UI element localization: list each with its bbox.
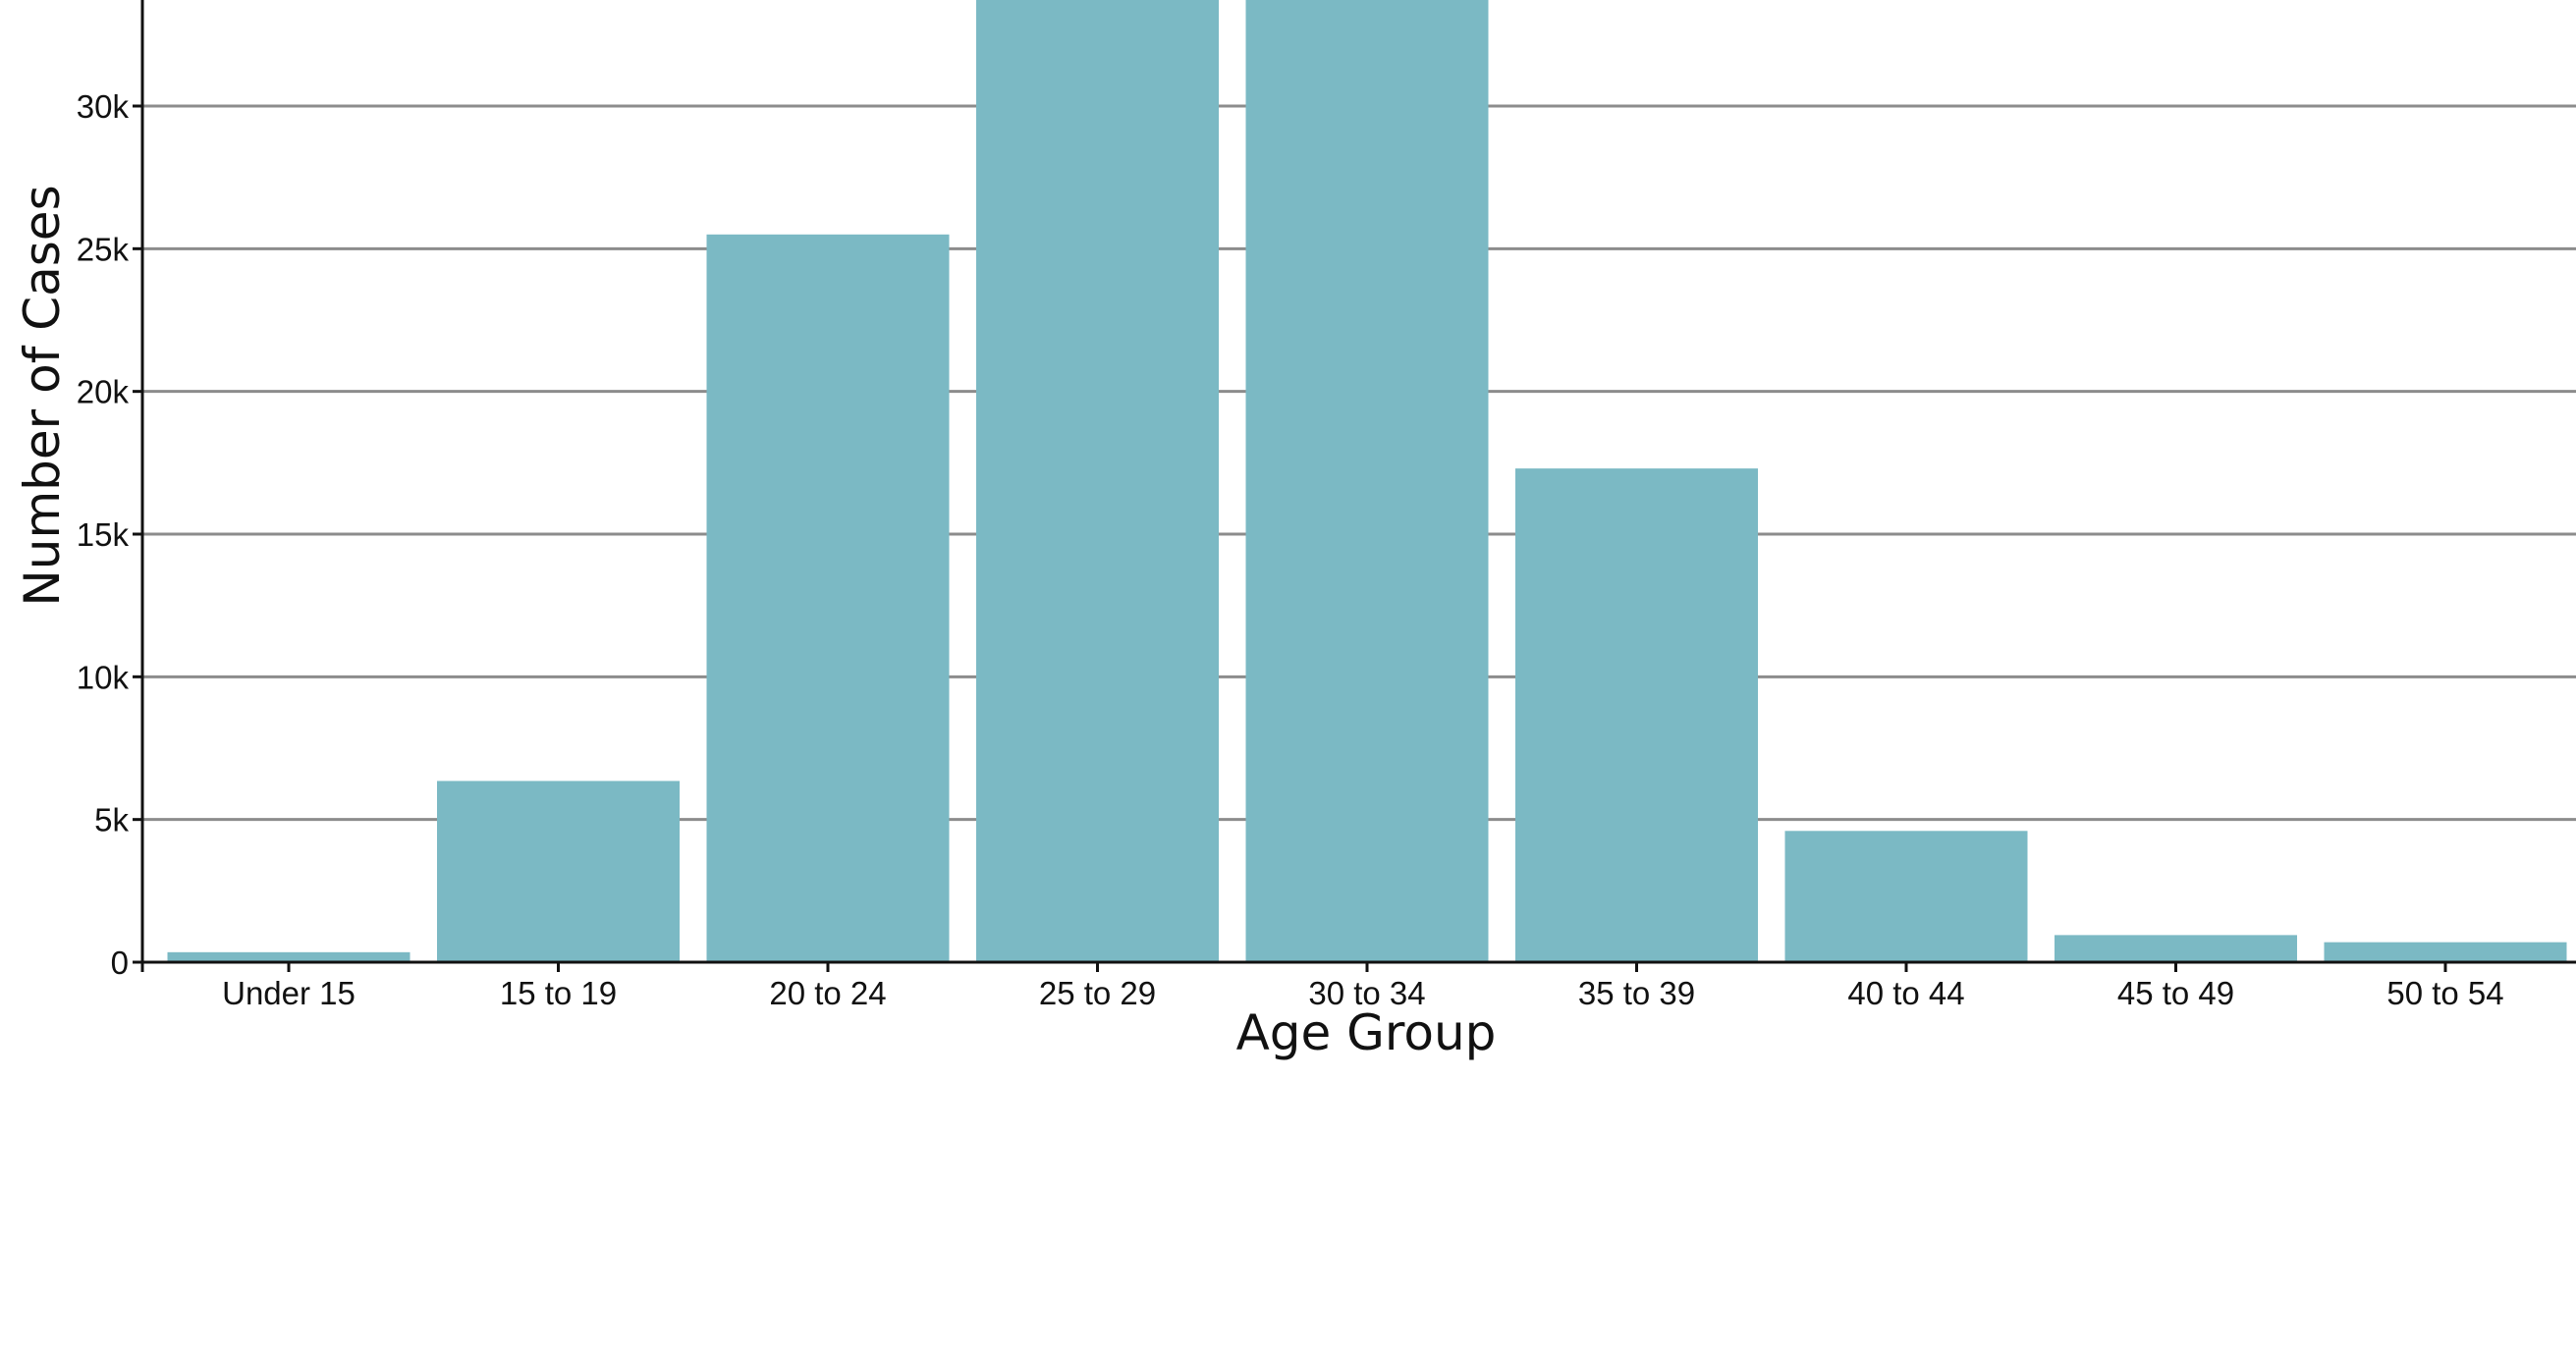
bar-40-to-44 — [1784, 831, 2028, 962]
bar-20-to-24 — [706, 234, 950, 963]
bar-15-to-19 — [437, 781, 680, 962]
y-axis-title: Number of Cases — [14, 185, 71, 606]
bar-50-to-54 — [2324, 942, 2567, 962]
y-tick-label: 30k — [77, 88, 130, 125]
bar-45-to-49 — [2055, 935, 2297, 962]
x-tick-label: 40 to 44 — [1847, 975, 1964, 1011]
x-tick-label: 25 to 29 — [1039, 975, 1156, 1011]
x-tick-label: 30 to 34 — [1308, 975, 1425, 1011]
y-tick-label: 10k — [77, 659, 130, 695]
x-tick-label: 50 to 54 — [2386, 975, 2503, 1011]
bars — [167, 0, 2567, 963]
bar-under-15 — [167, 951, 411, 962]
y-tick-label: 15k — [77, 516, 130, 553]
y-tick-label: 5k — [94, 802, 129, 838]
y-tick-label: 0 — [111, 945, 129, 981]
bar-30-to-34 — [1245, 0, 1489, 962]
x-axis-title: Age Group — [1236, 1004, 1497, 1061]
bar-25-to-29 — [976, 0, 1219, 962]
x-tick-label: 20 to 24 — [769, 975, 886, 1011]
y-tick-label: 25k — [77, 231, 130, 267]
x-tick-label: 15 to 19 — [500, 975, 617, 1011]
x-tick-label: Under 15 — [222, 975, 356, 1011]
y-tick-label: 20k — [77, 374, 130, 410]
bar-35-to-39 — [1515, 468, 1758, 962]
x-tick-label: 35 to 39 — [1578, 975, 1695, 1011]
axes: 0 5k 10k 15k 20k 25k 30k Under 15 15 to 19 20 to … — [77, 0, 2576, 1011]
x-tick-label: 45 to 49 — [2117, 975, 2234, 1011]
